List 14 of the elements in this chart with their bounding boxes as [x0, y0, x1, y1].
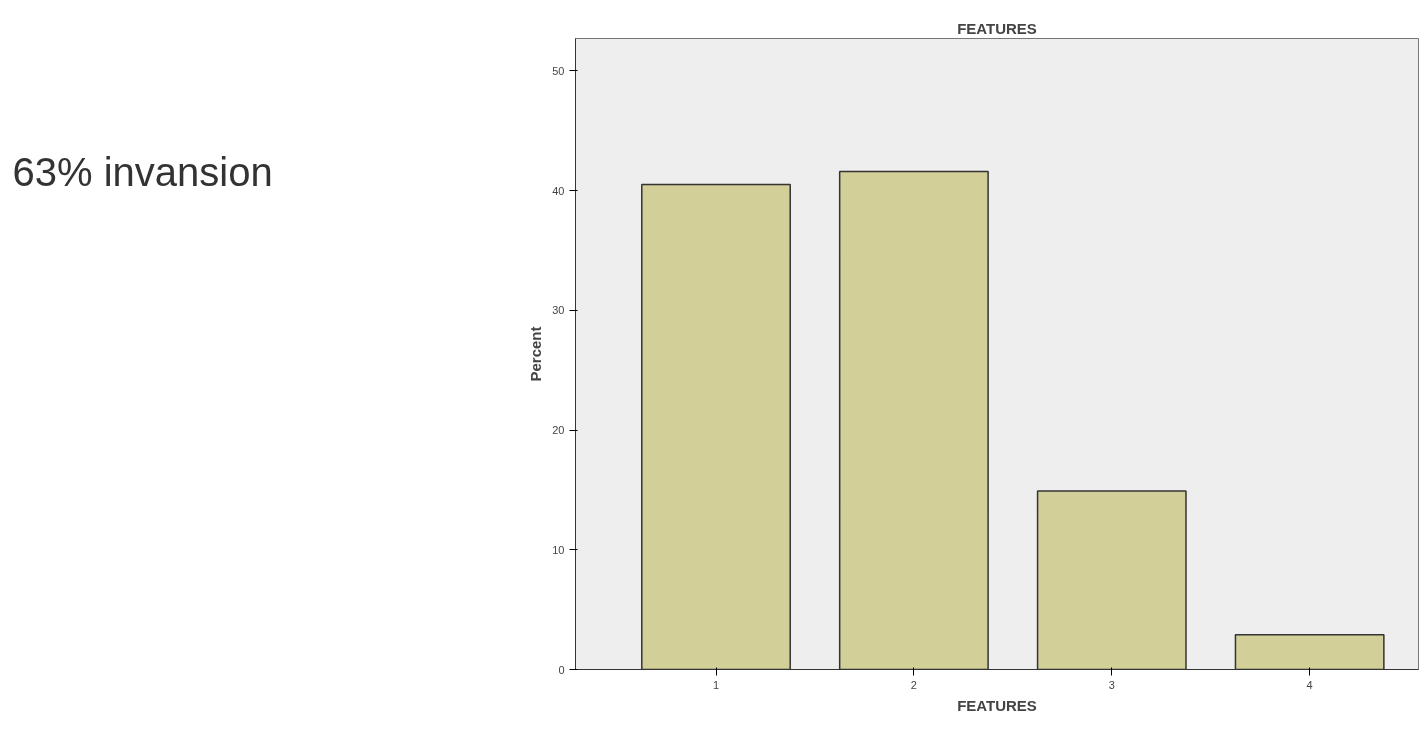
x-tick-label: 1: [712, 678, 720, 691]
y-tick-label: 10: [552, 543, 565, 556]
x-axis-title: FEATURES: [957, 696, 1037, 714]
y-axis-title: Percent: [527, 326, 545, 382]
chart-title: FEATURES: [957, 19, 1037, 37]
y-tick-label: 20: [552, 424, 565, 437]
x-tick-label: 3: [1108, 678, 1115, 691]
y-tick-label: 0: [558, 663, 565, 676]
y-tick-label: 30: [552, 304, 565, 317]
x-tick-label: 2: [910, 678, 917, 691]
x-tick-label: 4: [1306, 678, 1313, 691]
y-tick-label: 50: [552, 64, 565, 77]
y-tick-label: 40: [552, 184, 565, 197]
text: 63% invansion: [12, 149, 273, 194]
